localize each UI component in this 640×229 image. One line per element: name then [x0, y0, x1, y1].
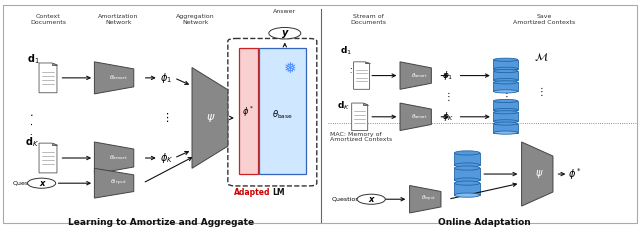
Text: Aggregation
Network: Aggregation Network: [176, 14, 214, 25]
Text: x: x: [369, 195, 374, 204]
Polygon shape: [364, 103, 367, 105]
Text: $\theta_{\mathrm{amort}}$: $\theta_{\mathrm{amort}}$: [411, 112, 428, 121]
Text: $\phi_K$: $\phi_K$: [160, 151, 173, 165]
Text: Answer: Answer: [273, 9, 296, 14]
Text: Adapted: Adapted: [234, 188, 271, 197]
Text: Amortization
Network: Amortization Network: [98, 14, 139, 25]
Ellipse shape: [493, 58, 518, 61]
Ellipse shape: [454, 193, 480, 197]
Polygon shape: [454, 168, 480, 180]
Text: $\cdot$: $\cdot$: [349, 68, 353, 74]
Ellipse shape: [493, 99, 518, 103]
Text: $\psi$: $\psi$: [207, 112, 216, 124]
Text: Stream of
Documents: Stream of Documents: [350, 14, 386, 25]
Text: $\mathbf{d}_K$: $\mathbf{d}_K$: [25, 135, 39, 149]
Polygon shape: [454, 153, 480, 165]
Text: $\phi^*$: $\phi^*$: [568, 166, 582, 182]
Polygon shape: [354, 62, 369, 89]
Ellipse shape: [493, 122, 518, 125]
Text: Context
Documents: Context Documents: [30, 14, 66, 25]
Polygon shape: [493, 60, 518, 69]
Ellipse shape: [454, 178, 480, 182]
Text: y: y: [282, 28, 288, 38]
Text: $\cdot$: $\cdot$: [349, 62, 353, 71]
Circle shape: [28, 178, 56, 188]
Text: Online Adaptation: Online Adaptation: [438, 218, 531, 227]
Text: $\vdots$: $\vdots$: [500, 90, 508, 103]
Ellipse shape: [493, 108, 518, 112]
Ellipse shape: [493, 81, 518, 84]
Ellipse shape: [493, 67, 518, 70]
Text: $\vdots$: $\vdots$: [443, 90, 451, 103]
Polygon shape: [192, 68, 228, 168]
Text: x: x: [39, 179, 44, 188]
Polygon shape: [454, 183, 480, 195]
Polygon shape: [410, 185, 441, 213]
Ellipse shape: [454, 166, 480, 170]
Text: $\theta_{\mathrm{amort}}$: $\theta_{\mathrm{amort}}$: [109, 74, 128, 82]
Polygon shape: [52, 63, 57, 65]
Text: MAC: Memory of
Amortized Contexts: MAC: Memory of Amortized Contexts: [330, 132, 392, 142]
Polygon shape: [493, 124, 518, 133]
Ellipse shape: [493, 90, 518, 93]
Polygon shape: [365, 62, 369, 63]
Text: $\phi^*$: $\phi^*$: [243, 105, 254, 119]
FancyBboxPatch shape: [228, 38, 317, 186]
Text: LM: LM: [272, 188, 285, 197]
Text: ❅: ❅: [284, 61, 296, 76]
Text: $\mathcal{M}$: $\mathcal{M}$: [534, 51, 548, 63]
Polygon shape: [400, 103, 431, 131]
Polygon shape: [493, 82, 518, 91]
Text: $\cdot$: $\cdot$: [29, 119, 33, 129]
Polygon shape: [95, 168, 134, 198]
Text: $\phi_K$: $\phi_K$: [442, 110, 454, 123]
Ellipse shape: [493, 69, 518, 73]
Text: $\phi_1$: $\phi_1$: [442, 69, 454, 82]
Polygon shape: [95, 62, 134, 94]
Polygon shape: [95, 142, 134, 174]
Polygon shape: [400, 62, 431, 89]
Text: Question: Question: [332, 197, 360, 202]
Text: $\mathbf{d}_K$: $\mathbf{d}_K$: [337, 99, 350, 112]
Polygon shape: [39, 143, 57, 173]
Ellipse shape: [454, 151, 480, 155]
Text: Question: Question: [13, 181, 41, 186]
Polygon shape: [493, 112, 518, 121]
Ellipse shape: [493, 79, 518, 82]
Polygon shape: [39, 63, 57, 93]
Ellipse shape: [493, 111, 518, 114]
Polygon shape: [52, 143, 57, 145]
Text: $\mathbf{d}_1$: $\mathbf{d}_1$: [27, 53, 40, 66]
Text: $\vdots$: $\vdots$: [161, 112, 169, 124]
Polygon shape: [522, 142, 553, 206]
FancyBboxPatch shape: [239, 48, 258, 174]
Circle shape: [269, 27, 301, 39]
Text: $\phi_1$: $\phi_1$: [161, 71, 172, 85]
Text: $\theta_{\mathrm{input}}$: $\theta_{\mathrm{input}}$: [110, 178, 127, 188]
Text: $\vdots$: $\vdots$: [536, 85, 543, 98]
Circle shape: [357, 194, 385, 204]
Polygon shape: [493, 71, 518, 80]
Text: Save
Amortized Contexts: Save Amortized Contexts: [513, 14, 575, 25]
Ellipse shape: [454, 181, 480, 185]
Polygon shape: [493, 101, 518, 110]
Text: $\theta_{\mathrm{amort}}$: $\theta_{\mathrm{amort}}$: [109, 154, 128, 162]
Text: $\theta_{\mathrm{input}}$: $\theta_{\mathrm{input}}$: [421, 194, 436, 204]
Text: $\cdot$: $\cdot$: [29, 128, 33, 137]
Text: Learning to Amortize and Aggregate: Learning to Amortize and Aggregate: [68, 218, 254, 227]
Ellipse shape: [493, 120, 518, 123]
Text: $\theta_{\mathrm{base}}$: $\theta_{\mathrm{base}}$: [273, 108, 293, 121]
Polygon shape: [352, 103, 367, 131]
Text: $\mathbf{d}_1$: $\mathbf{d}_1$: [340, 44, 352, 57]
Ellipse shape: [493, 131, 518, 134]
FancyBboxPatch shape: [259, 48, 306, 174]
Text: $\theta_{\mathrm{amort}}$: $\theta_{\mathrm{amort}}$: [411, 71, 428, 80]
Text: $\psi$: $\psi$: [534, 168, 543, 180]
Text: $\cdot$: $\cdot$: [29, 109, 33, 120]
Ellipse shape: [454, 163, 480, 167]
